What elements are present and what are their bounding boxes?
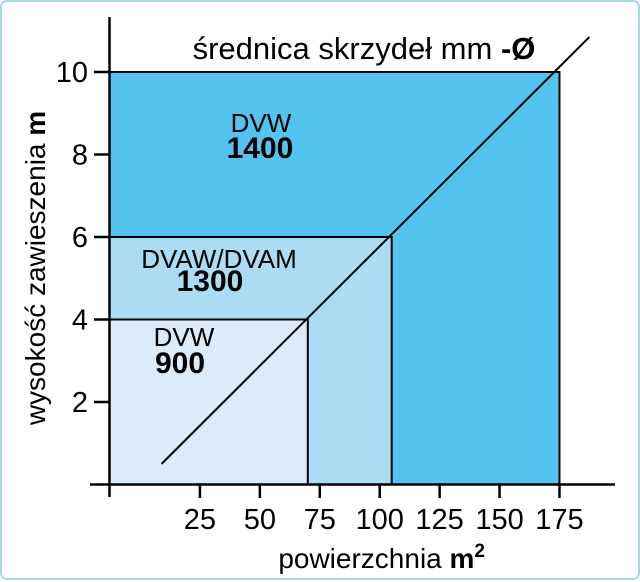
chart-title: średnica skrzydeł mm -Ø (193, 31, 536, 66)
y-tick-label-8: 8 (72, 140, 88, 172)
x-axis-label-unit: m (450, 543, 475, 574)
x-axis-label-text: powierzchnia (278, 543, 449, 574)
x-tick-label-25: 25 (184, 504, 216, 536)
y-axis-label-text: wysokość zawieszenia (20, 136, 51, 426)
x-tick-label-150: 150 (475, 504, 523, 536)
x-tick-label-125: 125 (415, 504, 463, 536)
x-tick-label-50: 50 (244, 504, 276, 536)
x-tick-label-175: 175 (535, 504, 583, 536)
chart-title-diameter-symbol: -Ø (501, 31, 535, 66)
x-tick-label-100: 100 (356, 504, 404, 536)
y-axis-label: wysokość zawieszenia m (20, 111, 51, 426)
y-axis-label-unit: m (20, 111, 51, 136)
y-tick-label-10: 10 (56, 57, 88, 89)
y-tick-label-4: 4 (72, 305, 88, 337)
x-axis-label: powierzchnia m2 (278, 541, 485, 574)
y-tick-label-6: 6 (72, 222, 88, 254)
x-axis-label-unit-superscript: 2 (474, 541, 485, 562)
chart-title-main: średnica skrzydeł mm (193, 31, 501, 66)
x-tick-label-75: 75 (304, 504, 336, 536)
y-tick-label-2: 2 (72, 387, 88, 419)
region-model-label-dvaw-dvam-1300: 1300 (177, 265, 244, 298)
region-model-label-dvw-900: 900 (155, 347, 205, 380)
region-model-label-dvw-1400: 1400 (227, 132, 294, 165)
